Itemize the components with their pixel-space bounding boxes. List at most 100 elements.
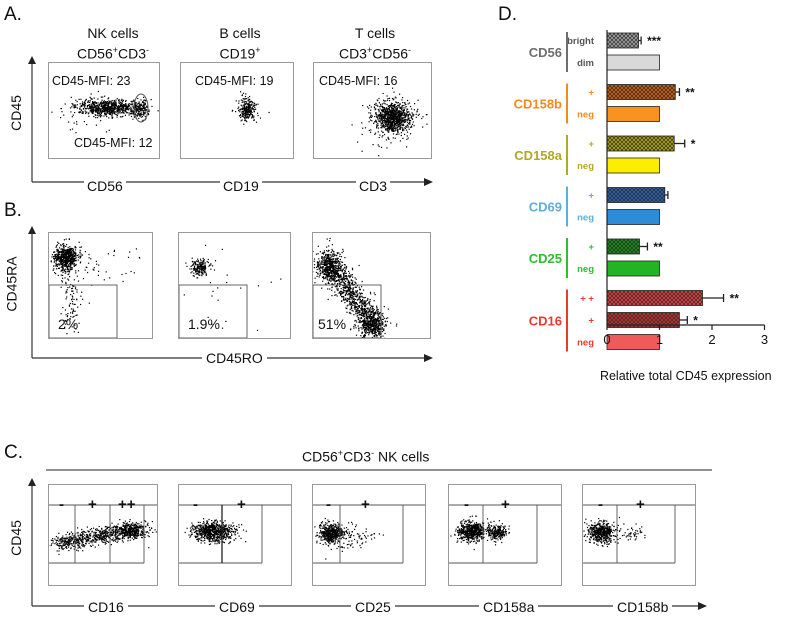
x-tick-label: 2 bbox=[708, 332, 715, 347]
group-label: CD158b bbox=[514, 97, 562, 112]
header-b-line2: CD19+ bbox=[219, 45, 261, 62]
panel-d-label: D. bbox=[498, 4, 517, 25]
scatter-cd69 bbox=[178, 484, 292, 586]
mfi-nk-gate: CD45-MFI: 12 bbox=[74, 136, 153, 150]
bar bbox=[606, 84, 676, 100]
panel-c-xlabel-cd25: CD25 bbox=[351, 599, 395, 615]
x-tick-label: 1 bbox=[656, 332, 663, 347]
x-arrow-icon bbox=[698, 602, 707, 610]
significance-label: ** bbox=[730, 292, 740, 306]
bar bbox=[606, 238, 640, 255]
y-arrow-icon bbox=[28, 56, 36, 64]
gate-sign: + bbox=[636, 496, 645, 513]
gate-sign: - bbox=[464, 496, 469, 513]
panel-c-xlabel-cd69: CD69 bbox=[215, 599, 259, 615]
x-axis-label: Relative total CD45 expression bbox=[600, 369, 772, 383]
group-label: CD16 bbox=[529, 314, 562, 329]
header-t-line2: CD3+CD56- bbox=[338, 45, 412, 62]
panel-c-xlabel-cd16: CD16 bbox=[84, 599, 128, 615]
scatter-cd25 bbox=[312, 484, 426, 586]
x-tick-label: 0 bbox=[603, 332, 610, 347]
scatter-b1 bbox=[48, 232, 153, 339]
bar-label: neg bbox=[577, 161, 594, 172]
panel-a-xlabel-cd19: CD19 bbox=[220, 178, 262, 194]
bar bbox=[606, 135, 675, 152]
bar-label: neg bbox=[577, 213, 594, 224]
scatter-b2 bbox=[178, 232, 291, 339]
gate-sign: - bbox=[598, 496, 603, 513]
y-arrow-icon bbox=[28, 478, 36, 486]
scatter-cd16 bbox=[48, 484, 158, 586]
bar-label: + bbox=[588, 242, 594, 253]
panel-a-xlabel-cd3: CD3 bbox=[356, 178, 391, 194]
bar-label: + bbox=[588, 88, 594, 99]
bar-label: neg bbox=[577, 338, 594, 349]
significance-label: ** bbox=[653, 240, 663, 254]
group-label: CD69 bbox=[529, 200, 562, 215]
gate-sign: + bbox=[237, 496, 246, 513]
group-label: CD56 bbox=[529, 45, 562, 60]
gate-ellipse bbox=[133, 93, 149, 123]
header-b-line1: B cells bbox=[219, 25, 261, 41]
panel-a-header-b: B cells CD19+ bbox=[185, 25, 295, 63]
scatter-b3 bbox=[312, 232, 431, 339]
panel-a-xlabel-cd56: CD56 bbox=[84, 178, 126, 194]
bar-label: bright bbox=[567, 36, 595, 47]
percent-b1: 2% bbox=[58, 316, 79, 332]
bar-label: neg bbox=[577, 264, 594, 275]
panel-c-title: CD56+CD3- NK cells bbox=[302, 448, 430, 465]
bar-chart: ***brightdimCD56**+negCD158b*+negCD158a+… bbox=[514, 30, 772, 383]
bar-label: + bbox=[588, 316, 594, 327]
gate-sign: + bbox=[501, 496, 510, 513]
x-arrow-icon bbox=[424, 354, 433, 362]
gate-sign: + bbox=[88, 496, 97, 513]
panel-c-xlabel-cd158a: CD158a bbox=[479, 599, 539, 615]
bar bbox=[606, 290, 703, 306]
gate-sign: ++ bbox=[118, 496, 136, 513]
panel-a-label: A. bbox=[4, 4, 22, 25]
gate-sign: - bbox=[193, 496, 198, 513]
gate-sign: + bbox=[361, 496, 370, 513]
scatter-cd158a bbox=[448, 484, 562, 586]
bar-label: neg bbox=[577, 110, 594, 121]
bar bbox=[606, 32, 639, 49]
mfi-nk-main: CD45-MFI: 23 bbox=[52, 74, 131, 88]
bar bbox=[606, 54, 660, 71]
bar-label: + + bbox=[580, 294, 594, 305]
panel-a-header-t: T cells CD3+CD56- bbox=[320, 25, 430, 63]
scatter-b bbox=[180, 62, 294, 159]
significance-label: *** bbox=[647, 34, 661, 48]
mfi-b: CD45-MFI: 19 bbox=[195, 74, 274, 88]
panel-a-header-nk: NK cells CD56+CD3- bbox=[58, 25, 168, 63]
gate-sign: - bbox=[326, 496, 331, 513]
bar bbox=[606, 157, 660, 174]
bar bbox=[606, 334, 660, 350]
bar bbox=[606, 187, 666, 203]
panel-c-xlabel-cd158b: CD158b bbox=[613, 599, 673, 615]
scatter-nk bbox=[48, 62, 160, 159]
bar bbox=[606, 209, 660, 225]
header-nk-line2: CD56+CD3- bbox=[76, 45, 150, 62]
group-label: CD25 bbox=[529, 251, 562, 266]
bar bbox=[606, 106, 660, 122]
panel-b-label: B. bbox=[4, 200, 22, 221]
header-t-line1: T cells bbox=[354, 25, 396, 41]
significance-label: ** bbox=[685, 86, 695, 100]
scatter-cd158b bbox=[582, 484, 696, 586]
scatter-t bbox=[313, 62, 432, 159]
bar bbox=[606, 260, 660, 277]
header-nk-line1: NK cells bbox=[87, 25, 139, 41]
bar-label: dim bbox=[577, 58, 594, 69]
significance-label: * bbox=[693, 314, 698, 328]
significance-label: * bbox=[691, 137, 696, 151]
panel-c-label: C. bbox=[4, 442, 23, 463]
bar-label: + bbox=[588, 139, 594, 150]
percent-b2: 1.9% bbox=[188, 316, 220, 332]
bar-label: + bbox=[588, 191, 594, 202]
group-label: CD158a bbox=[514, 148, 562, 163]
x-arrow-icon bbox=[424, 178, 433, 186]
y-arrow-icon bbox=[28, 226, 36, 234]
percent-b3: 51% bbox=[318, 316, 347, 332]
gate-sign: - bbox=[59, 496, 64, 513]
